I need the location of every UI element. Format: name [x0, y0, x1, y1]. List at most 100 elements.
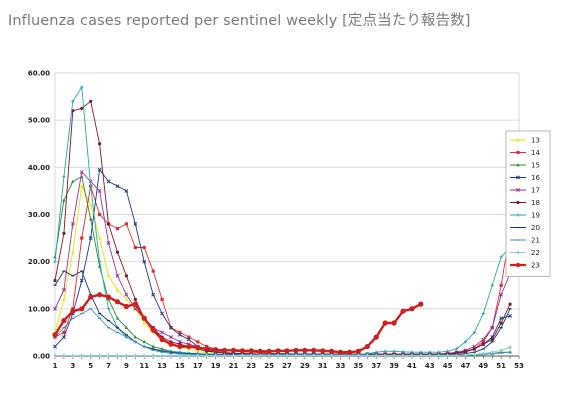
data-point: [115, 273, 120, 278]
data-point: [481, 311, 485, 316]
data-point: [499, 283, 503, 287]
data-point: [133, 353, 138, 358]
data-point: [445, 353, 450, 358]
data-point: [258, 353, 262, 358]
legend-item-18: 18: [510, 199, 540, 207]
data-point: [196, 340, 200, 344]
x-tick-label: 9: [124, 362, 129, 370]
data-point: [71, 99, 75, 103]
data-point: [481, 340, 485, 344]
data-point: [142, 259, 147, 264]
data-point: [222, 353, 227, 358]
legend-item-15: 15: [510, 162, 540, 170]
data-point: [142, 353, 146, 358]
data-point: [97, 236, 102, 240]
data-point: [115, 227, 120, 231]
data-point: [160, 311, 165, 316]
legend-label: 18: [531, 199, 540, 207]
data-point: [221, 347, 228, 353]
series-line: [54, 100, 511, 355]
x-tick-label: 39: [389, 362, 399, 370]
data-point: [186, 337, 191, 342]
x-tick-label: 37: [371, 362, 381, 370]
data-point: [392, 353, 396, 358]
data-point: [293, 347, 299, 353]
data-point: [159, 336, 165, 343]
data-point: [186, 343, 192, 350]
data-point: [472, 330, 476, 335]
data-point: [71, 250, 75, 254]
data-point: [106, 222, 111, 226]
data-point: [231, 353, 236, 358]
legend-item-17: 17: [510, 187, 540, 195]
data-point: [267, 353, 271, 358]
data-point: [160, 353, 164, 358]
data-point: [141, 315, 147, 321]
data-point: [312, 353, 316, 358]
data-point: [88, 353, 93, 358]
data-point: [187, 335, 191, 339]
data-point: [463, 352, 468, 358]
data-point: [115, 288, 120, 292]
data-point: [124, 274, 128, 278]
data-point: [230, 347, 237, 353]
data-point: [392, 349, 396, 353]
data-point: [105, 294, 112, 300]
data-point: [151, 292, 156, 297]
data-point: [132, 301, 138, 307]
x-tick-label: 21: [229, 362, 239, 370]
series-line: [55, 347, 511, 356]
data-point: [490, 350, 494, 355]
legend-item-19: 19: [510, 212, 540, 220]
data-point: [195, 344, 201, 351]
legend-item-14: 14: [510, 149, 540, 157]
data-point: [490, 325, 495, 330]
data-point: [410, 350, 414, 354]
data-point: [70, 221, 75, 226]
data-point: [89, 99, 93, 103]
data-point: [346, 349, 353, 355]
legend-label: 22: [531, 249, 540, 257]
data-point: [97, 188, 102, 193]
data-point: [80, 106, 84, 110]
data-point: [114, 299, 121, 305]
data-point: [463, 340, 468, 344]
page-title: Influenza cases reported per sentinel we…: [8, 13, 471, 29]
data-point: [454, 351, 459, 355]
data-point: [401, 353, 405, 358]
data-point: [436, 353, 441, 358]
data-point: [151, 344, 155, 348]
data-point: [62, 297, 66, 301]
data-point: [508, 313, 513, 318]
data-point: [62, 198, 66, 202]
y-tick-label: 40.00: [28, 164, 50, 172]
x-tick-label: 5: [88, 362, 93, 370]
data-point: [204, 346, 210, 352]
data-point: [481, 337, 486, 342]
data-point: [294, 353, 298, 358]
data-point: [284, 348, 290, 354]
data-point: [142, 245, 146, 250]
data-point: [490, 283, 494, 287]
x-tick-label: 53: [514, 362, 524, 370]
x-tick-label: 1: [53, 362, 58, 370]
data-point: [142, 339, 146, 344]
gridlines: [55, 72, 519, 310]
data-point: [71, 179, 75, 183]
data-point: [419, 350, 423, 354]
legend-label: 13: [531, 137, 540, 145]
data-point: [88, 203, 93, 207]
legend: 13 14 15 16 17 18 19 20 21 22 23: [505, 130, 551, 277]
data-point: [133, 245, 137, 250]
data-point: [463, 349, 468, 353]
data-point: [257, 348, 263, 354]
data-point: [115, 316, 120, 320]
data-point: [53, 353, 57, 358]
data-point: [382, 320, 388, 326]
x-tick-label: 29: [300, 362, 310, 370]
x-tick-label: 31: [318, 362, 328, 370]
data-point: [80, 184, 84, 188]
x-tick-label: 33: [336, 362, 346, 370]
data-point: [400, 308, 406, 314]
